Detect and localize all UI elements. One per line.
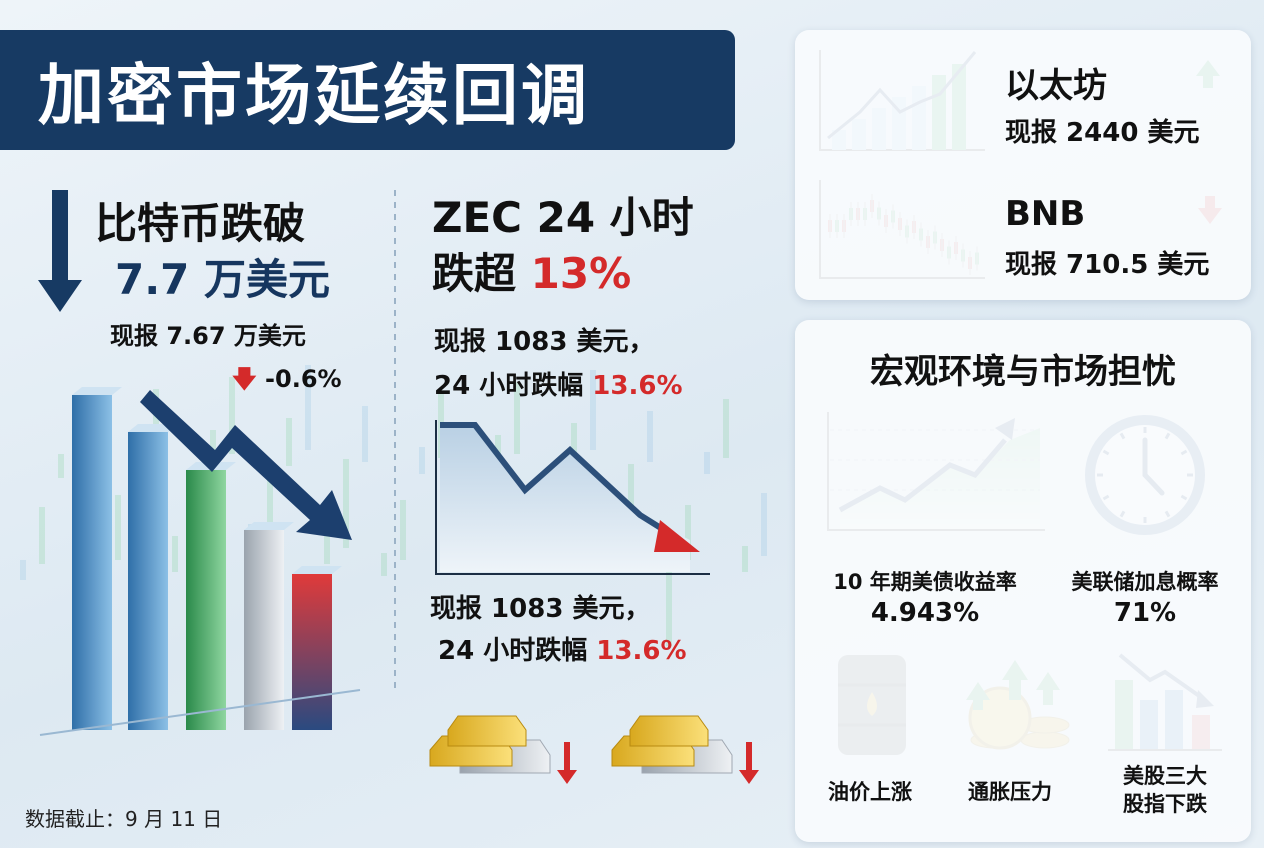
bar-top	[292, 566, 342, 574]
page-title: 加密市场延续回调	[38, 57, 590, 134]
btc-change-text: -0.6%	[265, 365, 342, 393]
btc-price: 现报 7.67 万美元	[110, 322, 306, 350]
zec-detail-top: 现报 1083 美元， 24 小时跌幅 13.6%	[434, 320, 683, 408]
bg-candle	[647, 411, 653, 462]
trend-arrow	[140, 390, 352, 540]
bg-candle	[39, 507, 45, 564]
zec-price-2: 现报 1083 美元，	[430, 594, 651, 624]
bar-3d	[72, 395, 112, 730]
bg-candle	[723, 399, 729, 458]
down-arrow-icon	[557, 742, 577, 784]
bg-candle	[381, 553, 387, 576]
bar-3d	[186, 470, 226, 730]
concern-label: 美股三大 股指下跌	[1095, 762, 1235, 818]
bg-candle	[20, 560, 26, 580]
bg-candle	[229, 377, 235, 454]
zec-axes	[435, 420, 710, 575]
title-banner	[0, 30, 735, 150]
bg-candle	[571, 423, 577, 466]
bar-3d	[292, 574, 332, 730]
zec-arrowhead	[654, 520, 700, 552]
zec-drop: 13%	[530, 249, 632, 298]
bar-3d	[244, 530, 284, 730]
bg-candle	[324, 512, 330, 564]
zec-line2: 跌超 13%	[432, 246, 694, 302]
bg-candle	[362, 406, 368, 462]
bg-candle	[400, 500, 406, 560]
indicator-label: 10 年期美债收益率	[833, 570, 1017, 594]
bar-top	[244, 522, 294, 530]
bg-candle	[704, 452, 710, 474]
indicator-value: 71%	[1113, 598, 1177, 628]
bg-candle	[590, 370, 596, 450]
gold-bar	[447, 715, 527, 747]
bg-candle	[666, 558, 672, 646]
concern-line: 股指下跌	[1123, 792, 1207, 816]
zec-change: 24 小时跌幅 13.6%	[434, 364, 683, 408]
btc-threshold: 7.7 万美元	[115, 246, 330, 307]
bg-candle	[58, 454, 64, 478]
macro-panel	[795, 320, 1251, 842]
zec-change-label-2: 24 小时跌幅	[438, 636, 588, 666]
concern-label: 油价上涨	[828, 780, 912, 804]
footer-note: 数据截止：9 月 11 日	[25, 807, 223, 831]
btc-threshold-text: 7.7 万美元	[115, 255, 331, 304]
eth-name: 以太坊	[1005, 66, 1107, 106]
zec-line	[440, 422, 674, 538]
zec-line1: ZEC 24 小时	[432, 193, 694, 242]
zec-change-value: 13.6%	[592, 371, 683, 401]
bg-candle	[115, 495, 121, 560]
zec-drop-label: 跌超	[432, 249, 517, 298]
bg-candle	[685, 505, 691, 560]
bar-top	[72, 387, 122, 395]
zec-change-value-2: 13.6%	[596, 636, 687, 666]
concern-line: 美股三大	[1123, 764, 1207, 788]
bg-candle	[267, 471, 273, 552]
eth-price: 现报 2440 美元	[1005, 118, 1200, 148]
bg-candle	[305, 365, 311, 450]
bar-3d	[128, 432, 168, 730]
bg-candle	[761, 493, 767, 556]
zec-headline: ZEC 24 小时 跌超 13%	[432, 190, 694, 302]
zec-change-label: 24 小时跌幅	[434, 371, 584, 401]
bg-candle	[419, 447, 425, 474]
zec-price: 现报 1083 美元，	[434, 327, 655, 357]
macro-title: 宏观环境与市场担忧	[870, 352, 1176, 392]
bg-candle	[172, 536, 178, 572]
indicator-label: 美联储加息概率	[1071, 570, 1219, 594]
coin-panel	[795, 30, 1251, 300]
btc-headline: 比特币跌破	[95, 199, 306, 248]
concern-label: 通胀压力	[968, 780, 1052, 804]
btc-change: 🡇 -0.6%	[232, 362, 342, 403]
bg-candle	[153, 389, 159, 458]
down-arrow: 🡇	[232, 365, 257, 393]
bg-candle	[514, 382, 520, 454]
indicator-value: 4.943%	[870, 598, 980, 628]
bg-candle	[286, 418, 292, 466]
zec-change-2: 24 小时跌幅 13.6%	[430, 630, 687, 672]
bnb-price: 现报 710.5 美元	[1005, 250, 1210, 280]
down-arrow-icon	[739, 742, 759, 784]
bnb-name: BNB	[1005, 194, 1086, 234]
gold-bar	[629, 715, 709, 747]
bg-candle	[343, 459, 349, 548]
down-arrow-icon	[38, 190, 82, 312]
floor	[39, 689, 361, 736]
bg-candle	[742, 546, 748, 572]
zec-detail-bottom: 现报 1083 美元， 24 小时跌幅 13.6%	[430, 588, 687, 672]
